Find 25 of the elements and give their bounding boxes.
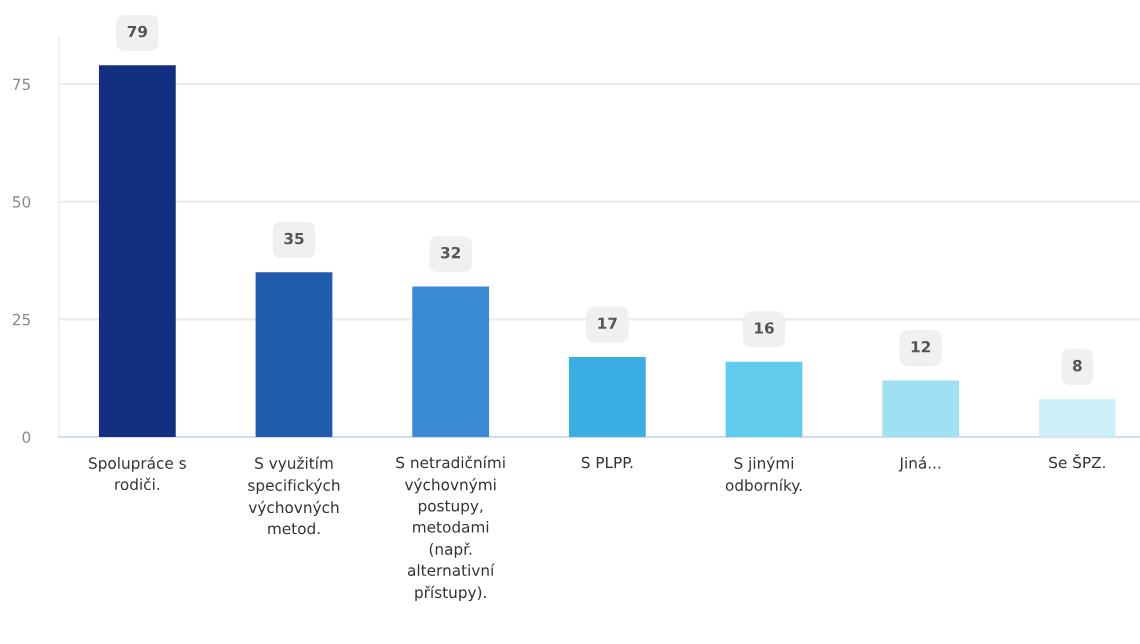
bar [1038, 399, 1116, 437]
x-tick-label: Spolupráce s rodiči. [89, 456, 186, 491]
x-tick-label: S PLPP. [581, 456, 633, 469]
data-label: 8 [1072, 359, 1082, 372]
bar [568, 357, 646, 437]
x-tick-label: S využitím specifických výchovných metod. [248, 456, 340, 535]
x-tick-label: S netradičními výchovnými postupy, metodami (např. alternativní přístupy). [396, 455, 505, 602]
data-label: 12 [911, 341, 930, 353]
y-tick-label: 75 [13, 78, 30, 91]
x-tick-label: Se ŠPZ. [1049, 453, 1105, 469]
y-tick-label: 0 [22, 431, 31, 444]
bar [255, 272, 333, 437]
data-label: 16 [755, 322, 774, 334]
data-label: 79 [127, 25, 147, 38]
data-label: 35 [284, 232, 304, 245]
bar [725, 361, 803, 437]
x-tick-label: Jiná... [898, 456, 941, 472]
bar [412, 286, 490, 437]
x-tick-label: S jinými odborníky. [725, 456, 802, 494]
y-tick-label: 50 [12, 196, 31, 208]
data-label: 32 [441, 246, 460, 259]
y-tick-label: 25 [12, 313, 30, 326]
bar [98, 65, 176, 437]
data-label: 17 [598, 317, 617, 329]
bar [882, 380, 960, 437]
